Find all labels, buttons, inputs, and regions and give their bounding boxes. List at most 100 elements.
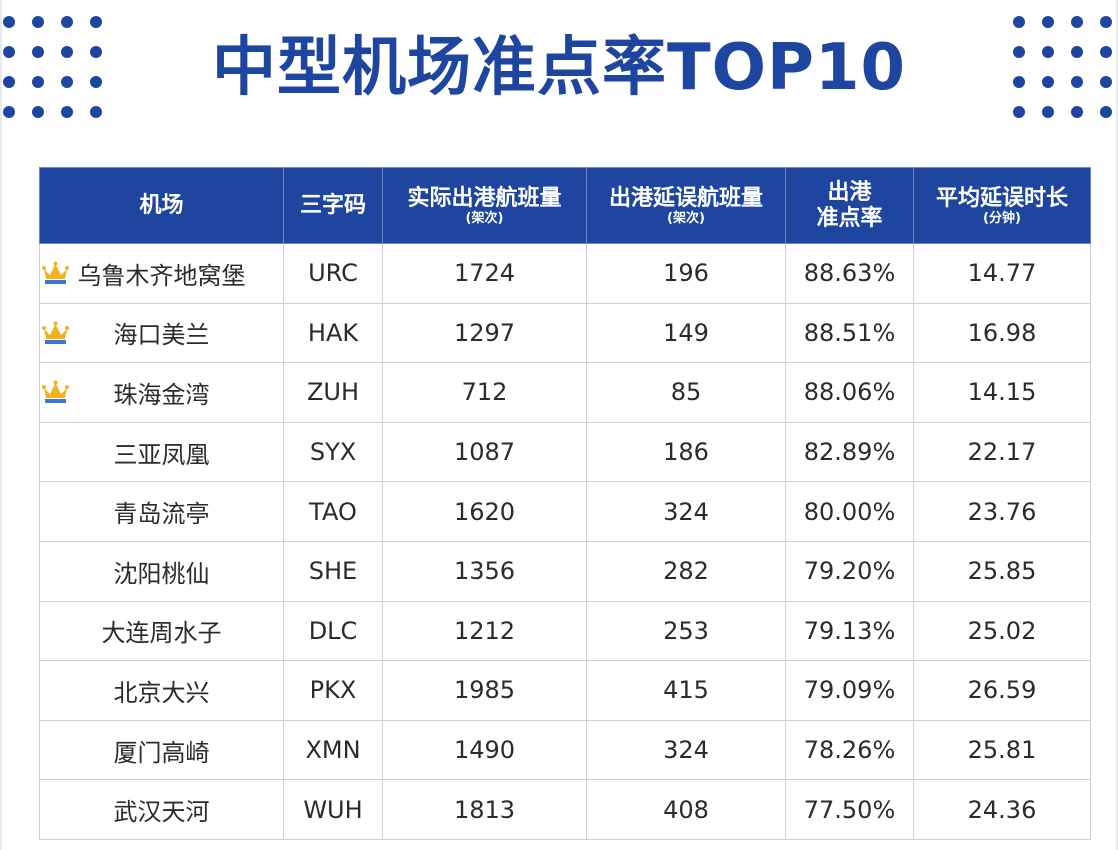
code-cell: WUH	[283, 779, 383, 840]
delayed-departures-cell: 253	[586, 600, 786, 662]
airport-cell: 海口美兰	[39, 302, 284, 364]
actual-departures-cell: 1356	[382, 540, 587, 602]
decorative-dot	[1013, 106, 1025, 118]
decorative-dot	[1071, 76, 1083, 88]
avg-delay-cell: 26.59	[913, 660, 1091, 721]
delayed-departures-cell: 408	[586, 779, 786, 840]
code-cell: ZUH	[283, 362, 383, 423]
actual-departures-cell: 1620	[382, 481, 587, 542]
decorative-dot	[1100, 76, 1112, 88]
crown-icon	[42, 321, 69, 344]
avg-delay-cell: 24.36	[913, 779, 1091, 840]
code-cell: HAK	[283, 302, 383, 364]
page-border-right	[1116, 0, 1118, 850]
delayed-departures-cell: 324	[586, 719, 786, 781]
code-cell: URC	[283, 243, 383, 304]
code-cell: DLC	[283, 600, 383, 662]
decorative-dot	[61, 106, 73, 118]
actual-departures-cell: 1985	[382, 660, 587, 721]
decorative-dot	[61, 46, 73, 58]
decorative-dot	[1100, 46, 1112, 58]
page-border-left	[0, 0, 2, 850]
actual-departures-cell: 712	[382, 362, 587, 423]
delayed-departures-cell: 282	[586, 540, 786, 602]
ontime-rate-cell: 79.20%	[785, 540, 914, 602]
decorative-dot	[90, 46, 102, 58]
ontime-rate-cell: 88.06%	[785, 362, 914, 423]
avg-delay-cell: 25.85	[913, 540, 1091, 602]
decorative-dot	[1071, 106, 1083, 118]
decorative-dot	[90, 76, 102, 88]
decorative-dot	[1042, 16, 1054, 28]
delayed-departures-cell: 186	[586, 421, 786, 483]
table-row: 北京大兴 PKX 1985 415 79.09% 26.59	[39, 660, 1091, 721]
decorative-dot	[61, 76, 73, 88]
ontime-rate-cell: 78.26%	[785, 719, 914, 781]
code-cell: TAO	[283, 481, 383, 542]
table-row: 珠海金湾 ZUH 712 85 88.06% 14.15	[39, 362, 1091, 423]
airport-cell: 武汉天河	[39, 779, 284, 840]
decorative-dot	[1071, 46, 1083, 58]
decorative-dot	[1042, 76, 1054, 88]
decorative-dot	[1100, 106, 1112, 118]
code-cell: XMN	[283, 719, 383, 781]
decorative-dot	[1013, 16, 1025, 28]
ontime-rate-cell: 88.51%	[785, 302, 914, 364]
actual-departures-cell: 1724	[382, 243, 587, 304]
actual-departures-cell: 1212	[382, 600, 587, 662]
delayed-departures-cell: 196	[586, 243, 786, 304]
header-unit: (架次)	[667, 210, 705, 226]
avg-delay-cell: 14.77	[913, 243, 1091, 304]
table-row: 海口美兰 HAK 1297 149 88.51% 16.98	[39, 302, 1091, 364]
decorative-dot	[32, 76, 44, 88]
actual-departures-cell: 1490	[382, 719, 587, 781]
decorative-dot	[61, 16, 73, 28]
code-cell: SYX	[283, 421, 383, 483]
code-cell: PKX	[283, 660, 383, 721]
ontime-rate-cell: 77.50%	[785, 779, 914, 840]
decorative-dot	[1100, 16, 1112, 28]
decorative-dot	[32, 106, 44, 118]
decorative-dot	[3, 76, 15, 88]
avg-delay-cell: 25.02	[913, 600, 1091, 662]
airport-cell: 大连周水子	[39, 600, 284, 662]
table-row: 沈阳桃仙 SHE 1356 282 79.20% 25.85	[39, 540, 1091, 602]
actual-departures-cell: 1087	[382, 421, 587, 483]
avg-delay-cell: 25.81	[913, 719, 1091, 781]
airport-cell: 乌鲁木齐地窝堡	[39, 243, 284, 304]
decorative-dot	[90, 106, 102, 118]
table-row: 乌鲁木齐地窝堡 URC 1724 196 88.63% 14.77	[39, 243, 1091, 304]
decorative-dot	[3, 46, 15, 58]
decorative-dot	[1013, 46, 1025, 58]
decorative-dot	[3, 16, 15, 28]
airport-cell: 珠海金湾	[39, 362, 284, 423]
header-ontime-rate: 出港 准点率	[785, 167, 914, 244]
decorative-dot	[32, 16, 44, 28]
delayed-departures-cell: 85	[586, 362, 786, 423]
ontime-rate-cell: 79.09%	[785, 660, 914, 721]
crown-icon	[42, 380, 69, 404]
decorative-dot	[3, 106, 15, 118]
header-unit: (架次)	[465, 210, 504, 226]
actual-departures-cell: 1813	[382, 779, 587, 840]
decorative-dots-right	[1013, 16, 1112, 118]
header-code: 三字码	[283, 167, 383, 244]
delayed-departures-cell: 415	[586, 660, 786, 721]
ontime-rate-cell: 80.00%	[785, 481, 914, 542]
decorative-dot	[1071, 16, 1083, 28]
table-row: 厦门高崎 XMN 1490 324 78.26% 25.81	[39, 719, 1091, 781]
header-airport: 机场	[39, 167, 284, 244]
actual-departures-cell: 1297	[382, 302, 587, 364]
avg-delay-cell: 16.98	[913, 302, 1091, 364]
decorative-dots-left	[3, 16, 102, 118]
header-actual-departures: 实际出港航班量 (架次)	[382, 167, 587, 244]
table-row: 三亚凤凰 SYX 1087 186 82.89% 22.17	[39, 421, 1091, 483]
decorative-dot	[1042, 106, 1054, 118]
ontime-rate-cell: 79.13%	[785, 600, 914, 662]
decorative-dot	[1013, 76, 1025, 88]
page-title: 中型机场准点率TOP10	[211, 31, 907, 105]
airport-cell: 厦门高崎	[39, 719, 284, 781]
decorative-dot	[32, 46, 44, 58]
table-row: 武汉天河 WUH 1813 408 77.50% 24.36	[39, 779, 1091, 840]
delayed-departures-cell: 149	[586, 302, 786, 364]
